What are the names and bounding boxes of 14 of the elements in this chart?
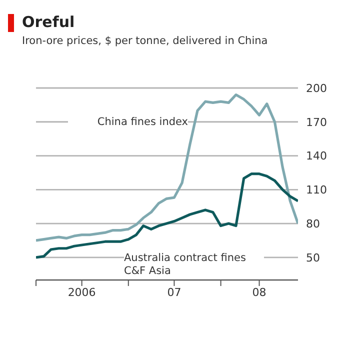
x-tick-label: 07 xyxy=(167,286,182,299)
y-tick-label: 80 xyxy=(306,217,320,230)
chart-subtitle: Iron-ore prices, $ per tonne, delivered in China xyxy=(22,35,268,47)
y-tick-label: 200 xyxy=(306,82,327,95)
x-tick-label: 08 xyxy=(252,286,266,299)
y-tick-label: 50 xyxy=(306,251,320,264)
y-tick-label: 140 xyxy=(306,150,327,163)
y-tick-label: 170 xyxy=(306,116,327,129)
series-label: Australia contract fines C&F Asia xyxy=(124,252,264,278)
series-label: China fines index xyxy=(68,116,188,129)
x-tick-label: 2006 xyxy=(68,286,96,299)
y-tick-label: 110 xyxy=(306,184,327,197)
line-series xyxy=(36,93,298,242)
chart-title: Oreful xyxy=(22,13,75,31)
